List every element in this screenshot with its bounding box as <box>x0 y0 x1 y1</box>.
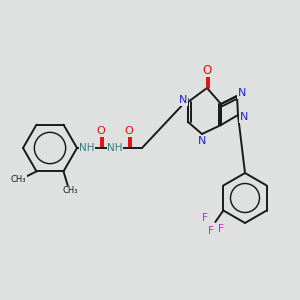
Text: NH: NH <box>107 143 123 153</box>
Text: F: F <box>202 213 208 223</box>
Text: N: N <box>240 112 248 122</box>
Text: CH₃: CH₃ <box>11 175 26 184</box>
Text: N: N <box>179 95 187 105</box>
Text: N: N <box>198 136 206 146</box>
Text: F: F <box>208 226 214 236</box>
Text: NH: NH <box>79 143 95 153</box>
Text: F: F <box>218 224 224 234</box>
Text: O: O <box>202 64 211 76</box>
Text: O: O <box>124 126 134 136</box>
Text: N: N <box>238 88 246 98</box>
Text: CH₃: CH₃ <box>63 186 78 195</box>
Text: O: O <box>97 126 105 136</box>
